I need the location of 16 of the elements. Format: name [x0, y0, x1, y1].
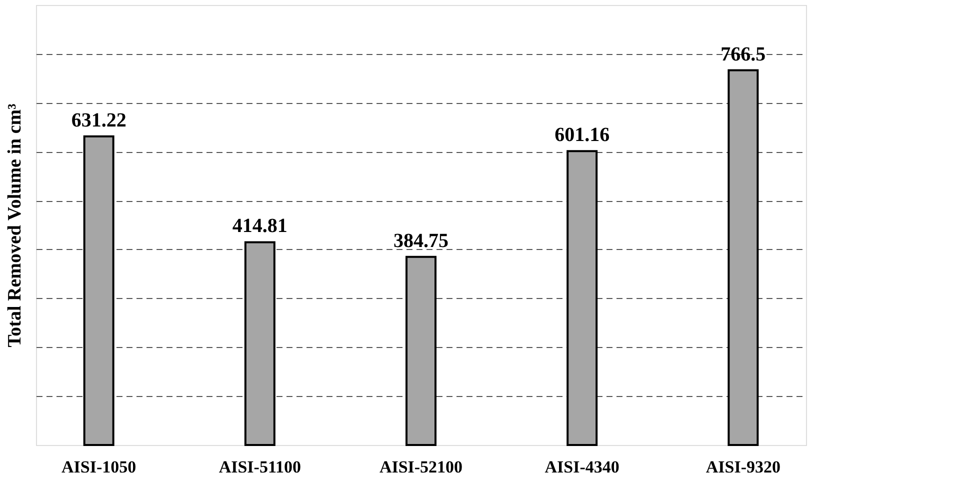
bar: [83, 135, 114, 446]
x-tick-label: AISI-52100: [379, 458, 463, 476]
data-label: 601.16: [554, 124, 610, 146]
bar: [728, 69, 759, 446]
data-label: 414.81: [232, 215, 288, 238]
data-label: 766.5: [720, 43, 766, 66]
data-label: 631.22: [71, 109, 126, 132]
x-tick-label: AISI-9320: [706, 458, 780, 476]
x-tick-label: AISI-51100: [218, 458, 302, 476]
bar: [406, 256, 436, 446]
x-tick-label: AISI-1050: [62, 458, 136, 476]
bar: [244, 241, 276, 446]
bar: [566, 150, 598, 446]
y-axis-title: Total Removed Volume in cm³: [4, 103, 26, 348]
data-label: 384.75: [394, 230, 448, 252]
x-tick-label: AISI-4340: [544, 458, 620, 476]
